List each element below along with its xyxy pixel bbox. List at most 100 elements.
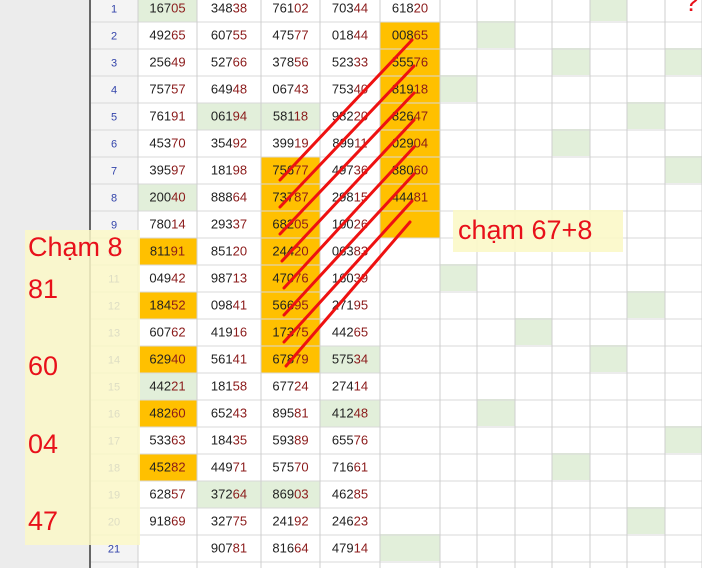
corner-mark: ?? xyxy=(684,0,702,17)
cell: 44265 xyxy=(332,325,368,340)
cell-highlight xyxy=(138,400,197,427)
cell: 41248 xyxy=(332,406,368,421)
cell: 62857 xyxy=(149,487,185,502)
cell: 06194 xyxy=(211,109,247,124)
cell: 39597 xyxy=(149,163,185,178)
cell: 98713 xyxy=(211,271,247,286)
cell: 56141 xyxy=(211,352,247,367)
cell: 32775 xyxy=(211,514,247,529)
cell: 24623 xyxy=(332,514,368,529)
cell: 01844 xyxy=(332,28,368,43)
cell-highlight xyxy=(197,103,261,130)
cell: 37264 xyxy=(211,487,247,502)
cell-highlight xyxy=(197,481,261,508)
cell: 75340 xyxy=(332,82,368,97)
cell: 89581 xyxy=(272,406,308,421)
cell: 06743 xyxy=(272,82,308,97)
row-number: 6 xyxy=(111,138,117,150)
cell: 61820 xyxy=(392,1,428,16)
cell: 24192 xyxy=(272,514,308,529)
cell: 18198 xyxy=(211,163,247,178)
cell: 27195 xyxy=(332,298,368,313)
cell-highlight xyxy=(138,454,197,481)
cell: 60762 xyxy=(149,325,185,340)
cell: 88864 xyxy=(211,190,247,205)
cell: 45370 xyxy=(149,136,185,151)
cell: 75757 xyxy=(149,82,185,97)
cell: 45282 xyxy=(149,460,185,475)
left-note-item: 47 xyxy=(28,506,58,536)
row-number: 4 xyxy=(111,84,117,96)
cell: 52333 xyxy=(332,55,368,70)
row-number: 8 xyxy=(111,192,117,204)
cell: 81664 xyxy=(272,541,308,556)
cell: 76102 xyxy=(272,1,308,16)
cell-highlight xyxy=(380,184,440,211)
cell: 37856 xyxy=(272,55,308,70)
cell: 85120 xyxy=(211,244,247,259)
cell: 18452 xyxy=(149,298,185,313)
cell: 16705 xyxy=(149,1,185,16)
cell: 44221 xyxy=(149,379,185,394)
cell: 49265 xyxy=(149,28,185,43)
cell: 67724 xyxy=(272,379,308,394)
cell-highlight xyxy=(261,481,320,508)
cell-highlight xyxy=(138,184,197,211)
cell: 00865 xyxy=(392,28,428,43)
cell-highlight xyxy=(138,0,197,22)
cell: 57534 xyxy=(332,352,368,367)
cell: 55576 xyxy=(392,55,428,70)
row-number: 21 xyxy=(108,543,120,555)
left-note-title: Chạm 8 xyxy=(28,232,123,262)
cell: 75677 xyxy=(272,163,308,178)
cell: 46285 xyxy=(332,487,368,502)
cell-highlight xyxy=(138,373,197,400)
grid xyxy=(90,0,702,568)
cell-highlight xyxy=(320,346,380,373)
cell: 65243 xyxy=(211,406,247,421)
cell-highlight xyxy=(380,22,440,49)
cell-highlight xyxy=(320,400,380,427)
cell-highlight xyxy=(138,346,197,373)
cell: 81191 xyxy=(150,244,185,259)
cell: 53363 xyxy=(149,433,185,448)
cell-highlight xyxy=(138,292,197,319)
cell: 64948 xyxy=(211,82,247,97)
cell: 59389 xyxy=(272,433,308,448)
cell: 47914 xyxy=(332,541,368,556)
cell: 58118 xyxy=(273,109,308,124)
cell-highlight xyxy=(138,238,197,265)
cell: 18158 xyxy=(211,379,247,394)
red-strokes xyxy=(278,38,416,368)
row-number: 7 xyxy=(111,165,117,177)
cell: 39919 xyxy=(272,136,308,151)
left-note-box xyxy=(25,230,140,545)
cell: 34838 xyxy=(211,1,247,16)
cell: 65576 xyxy=(332,433,368,448)
cell: 20040 xyxy=(149,190,185,205)
cell: 78014 xyxy=(149,217,185,232)
cell: 47076 xyxy=(272,271,308,286)
left-note-item: 81 xyxy=(28,274,58,304)
cell: 68205 xyxy=(272,217,308,232)
cell: 29337 xyxy=(211,217,247,232)
cell: 70344 xyxy=(332,1,368,16)
row-number: 1 xyxy=(111,3,117,15)
cell: 73787 xyxy=(272,190,308,205)
cell-highlight xyxy=(261,103,320,130)
cell: 04942 xyxy=(149,271,185,286)
cell: 27414 xyxy=(332,379,368,394)
cell: 71661 xyxy=(332,460,368,475)
cell: 25649 xyxy=(149,55,185,70)
cell: 09841 xyxy=(211,298,247,313)
cell: 86903 xyxy=(272,487,308,502)
cell: 17375 xyxy=(272,325,308,340)
cell: 44971 xyxy=(211,460,247,475)
right-note-box xyxy=(453,210,623,252)
cell: 90781 xyxy=(211,541,247,556)
row-number: 9 xyxy=(111,219,117,231)
cell: 57570 xyxy=(272,460,308,475)
cell-highlight xyxy=(261,319,320,346)
